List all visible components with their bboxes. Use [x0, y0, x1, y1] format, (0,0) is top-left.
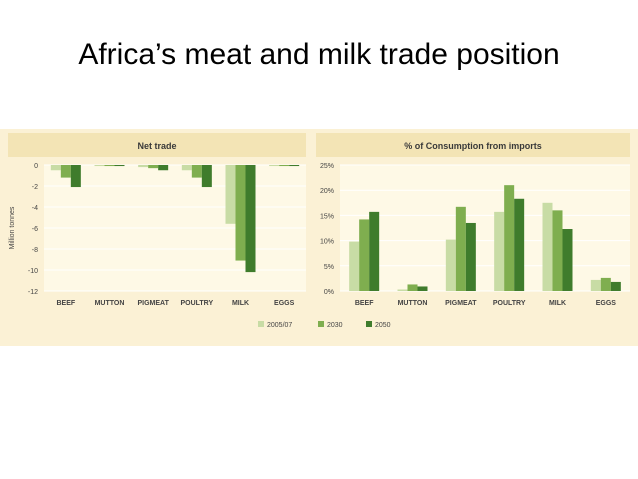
y-tick-label: 0% [324, 289, 334, 296]
x-category-label: MUTTON [398, 300, 428, 307]
bar [610, 281, 621, 291]
bar [70, 165, 81, 188]
chart-svg: Net trade 0 -2 -4 -6 -8 -10 -12 Million tonnes BE… [8, 133, 630, 329]
y-tick-label: 15% [320, 213, 334, 220]
bar [359, 219, 370, 291]
x-category-label: PIGMEAT [137, 300, 169, 307]
bar [94, 165, 105, 167]
y-tick-label: 0 [34, 163, 38, 170]
bar [417, 286, 428, 291]
legend-swatch [258, 321, 264, 327]
bar [60, 165, 71, 178]
chart-title: Net trade [137, 141, 176, 151]
legend-label: 2005/07 [267, 322, 292, 329]
y-tick-label: -12 [28, 289, 38, 296]
x-category-label: POULTRY [493, 300, 526, 307]
y-tick-label: 10% [320, 239, 334, 246]
legend-label: 2030 [327, 322, 343, 329]
x-category-label: POULTRY [180, 300, 213, 307]
y-tick-label: -8 [32, 247, 38, 254]
bar [542, 202, 553, 291]
bar [289, 165, 300, 167]
bar [369, 211, 380, 291]
bar [514, 198, 525, 291]
bar [225, 165, 236, 224]
bar [191, 165, 202, 178]
bar [445, 239, 456, 291]
bar [181, 165, 192, 171]
slide-title: Africa’s meat and milk trade position [78, 38, 560, 71]
y-tick-label: 25% [320, 163, 334, 170]
bar [600, 277, 611, 291]
y-tick-label: 5% [324, 264, 334, 271]
bar [349, 241, 360, 291]
bar [114, 165, 125, 167]
bar [201, 165, 212, 188]
x-category-label: PIGMEAT [445, 300, 477, 307]
legend-swatch [318, 321, 324, 327]
bar [590, 279, 601, 291]
y-tick-label: 20% [320, 188, 334, 195]
bar [552, 210, 563, 291]
x-category-label: BEEF [355, 300, 374, 307]
x-category-label: MUTTON [95, 300, 125, 307]
y-tick-label: -10 [28, 268, 38, 275]
y-axis-label: Million tonnes [9, 206, 16, 249]
chart-title: % of Consumption from imports [404, 141, 542, 151]
x-category-label: MILK [232, 300, 249, 307]
chart-title-band [316, 133, 630, 157]
bar [269, 165, 280, 167]
bar [138, 165, 149, 168]
bar [504, 185, 515, 291]
y-tick-label: -6 [32, 226, 38, 233]
bar [455, 206, 466, 291]
x-category-label: BEEF [56, 300, 75, 307]
bar [104, 165, 115, 167]
bar [148, 165, 159, 169]
bar [158, 165, 169, 171]
bar [397, 289, 408, 291]
legend-swatch [366, 321, 372, 327]
legend-label: 2050 [375, 322, 391, 329]
bar [50, 165, 61, 171]
bar [235, 165, 246, 261]
y-tick-label: -4 [32, 205, 38, 212]
chart-title-band [8, 133, 306, 157]
bar [494, 211, 505, 291]
x-category-label: EGGS [274, 300, 295, 307]
chart-figure: Net trade 0 -2 -4 -6 -8 -10 -12 Million tonnes BE… [0, 129, 638, 346]
bar [279, 165, 290, 167]
x-category-label: EGGS [596, 300, 617, 307]
bar [562, 229, 573, 291]
y-tick-label: -2 [32, 184, 38, 191]
bar [465, 222, 476, 291]
plot-area [340, 165, 630, 291]
bar [245, 165, 256, 273]
x-category-label: MILK [549, 300, 566, 307]
bar [407, 284, 418, 291]
